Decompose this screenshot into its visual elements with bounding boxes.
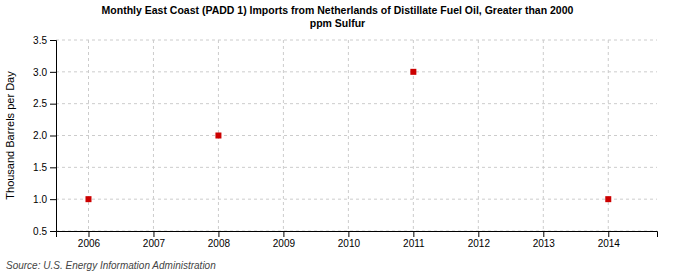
tick: 1.0 bbox=[33, 194, 56, 205]
y-axis: 0.5 1.0 1.5 2.0 2.5 3.0 3.5 bbox=[33, 35, 56, 237]
y-axis-title: Thousand Barrels per Day bbox=[4, 71, 16, 200]
grid-line bbox=[348, 40, 349, 231]
tick-label: 2.0 bbox=[33, 130, 47, 141]
tick-label: 2012 bbox=[468, 238, 491, 249]
grid-line bbox=[56, 135, 657, 136]
title: Monthly East Coast (PADD 1) Imports from… bbox=[102, 4, 574, 29]
tick-label: 2010 bbox=[338, 238, 361, 249]
tick-mark bbox=[283, 231, 284, 237]
tick-label: 1.5 bbox=[33, 162, 47, 173]
tick-label: 3.5 bbox=[33, 35, 47, 46]
x-axis: 2006 2007 2008 2009 2010 2011 2012 2013 2014 bbox=[57, 231, 658, 249]
tick: 0.5 bbox=[33, 226, 56, 237]
tick-label: 2011 bbox=[403, 238, 425, 249]
tick-mark bbox=[413, 231, 414, 237]
grid-line bbox=[56, 40, 657, 41]
tick-label: 2.5 bbox=[33, 98, 47, 109]
tick-mark bbox=[478, 231, 479, 237]
grid-line bbox=[413, 40, 414, 231]
tick: 2014 bbox=[598, 231, 621, 249]
plot: 2006 2007 2008 2009 2010 2011 2012 2013 2014 0.5 1… bbox=[33, 35, 657, 249]
tick: 2008 bbox=[208, 231, 231, 249]
point bbox=[410, 69, 416, 75]
tick-mark bbox=[50, 231, 56, 232]
tick: 2013 bbox=[533, 231, 556, 249]
tick: 2.5 bbox=[33, 98, 56, 109]
annotation: Source: U.S. Energy Information Administ… bbox=[6, 260, 216, 271]
point bbox=[605, 196, 611, 202]
tick-label: 2008 bbox=[208, 238, 231, 249]
tick-mark bbox=[50, 72, 56, 73]
tick: 2.0 bbox=[33, 130, 56, 141]
tick-mark bbox=[153, 231, 154, 237]
tick: 1.5 bbox=[33, 162, 56, 173]
tick-mark bbox=[218, 231, 219, 237]
tick: 2007 bbox=[143, 231, 166, 249]
grid-line bbox=[56, 167, 657, 168]
tick: 2010 bbox=[338, 231, 361, 249]
grid-line bbox=[283, 40, 284, 231]
axis-line bbox=[57, 232, 658, 238]
tick-mark bbox=[50, 136, 56, 137]
tick-label: 2009 bbox=[273, 238, 296, 249]
tick-mark bbox=[608, 231, 609, 237]
tick-label: 1.0 bbox=[33, 194, 47, 205]
chart: 2006 2007 2008 2009 2010 2011 2012 2013 2014 0.5 1… bbox=[0, 0, 675, 275]
tick-label: 2007 bbox=[143, 238, 166, 249]
tick-label: 2006 bbox=[78, 238, 101, 249]
tick: 2009 bbox=[273, 231, 296, 249]
tick-mark bbox=[50, 167, 56, 168]
tick-mark bbox=[50, 40, 56, 41]
tick-label: 3.0 bbox=[33, 67, 47, 78]
grid-line bbox=[56, 71, 657, 72]
point bbox=[215, 133, 221, 139]
tick-mark bbox=[348, 231, 349, 237]
tick-label: 0.5 bbox=[33, 226, 47, 237]
tick: 2011 bbox=[403, 231, 425, 249]
tick: 3.5 bbox=[33, 35, 56, 46]
tick-label: 2014 bbox=[598, 238, 621, 249]
tick-mark bbox=[50, 104, 56, 105]
tick-label: 2013 bbox=[533, 238, 556, 249]
tick: 2006 bbox=[78, 231, 101, 249]
tick-mark bbox=[50, 199, 56, 200]
grid-line bbox=[56, 199, 657, 200]
points bbox=[85, 69, 611, 202]
grid bbox=[56, 40, 657, 231]
tick: 2012 bbox=[468, 231, 491, 249]
axis-line bbox=[50, 41, 57, 232]
tick: 3.0 bbox=[33, 67, 56, 78]
tick-mark bbox=[88, 231, 89, 237]
point bbox=[85, 196, 91, 202]
grid-line bbox=[56, 103, 657, 104]
tick-mark bbox=[543, 231, 544, 237]
